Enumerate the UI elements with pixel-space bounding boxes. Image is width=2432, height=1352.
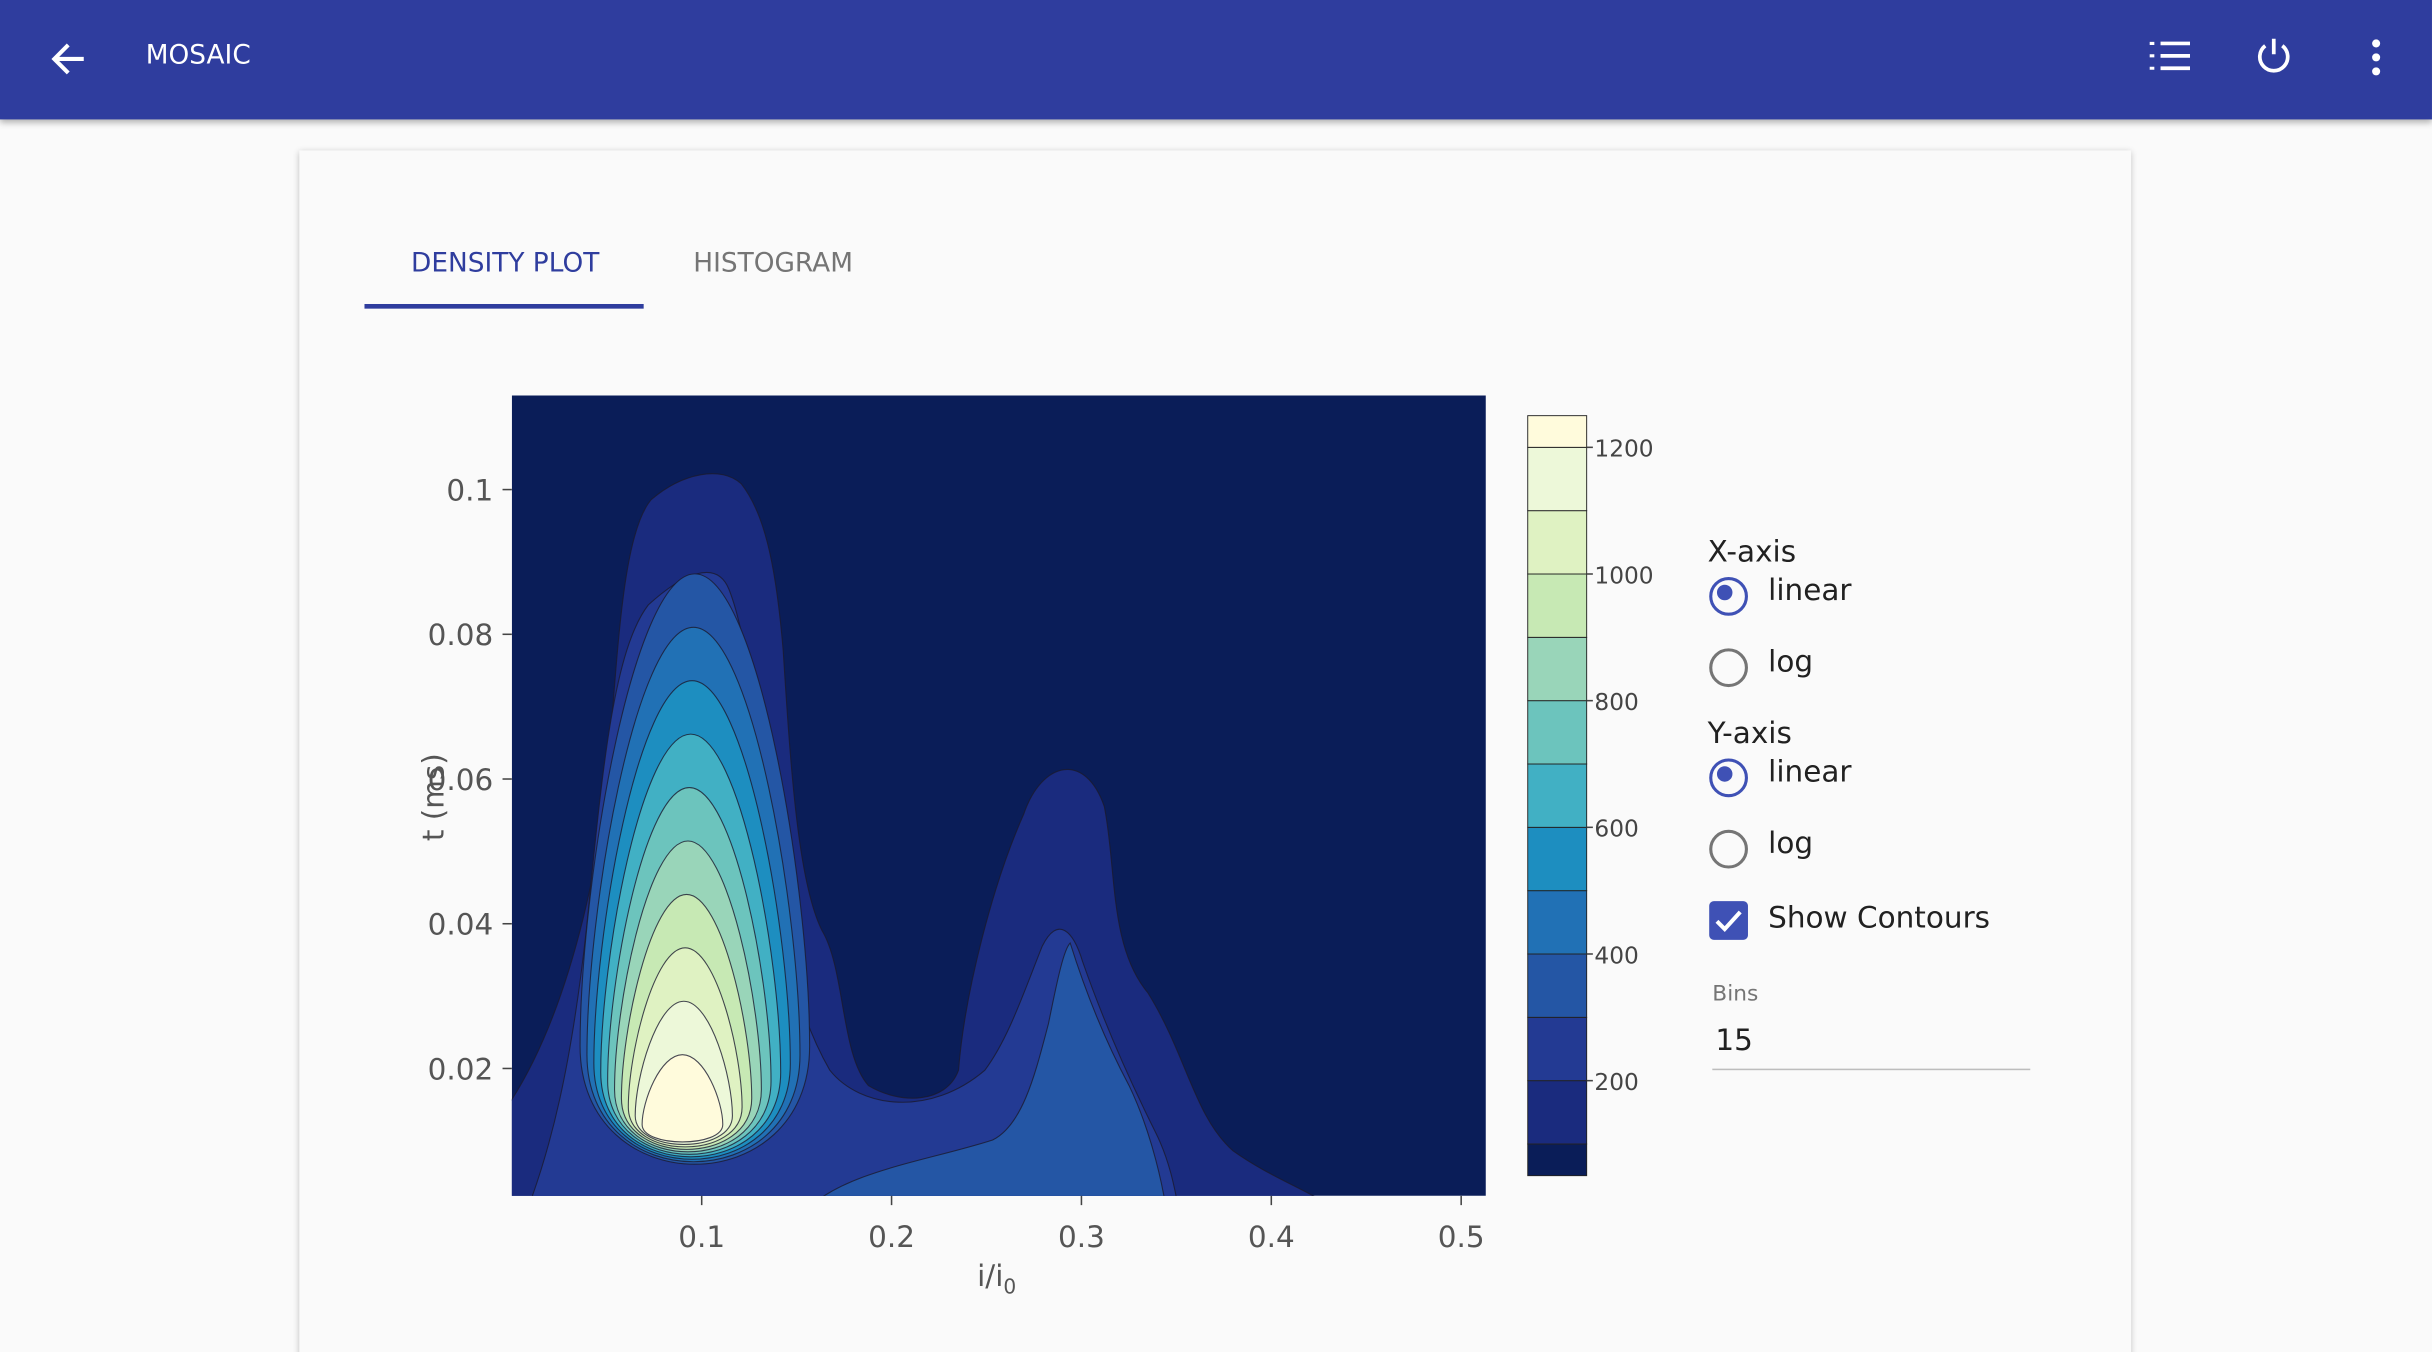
- more-icon[interactable]: [2364, 37, 2389, 77]
- colorbar-band: [1527, 700, 1588, 765]
- colorbar-band: [1527, 573, 1588, 638]
- tab[interactable]: HISTOGRAM: [693, 248, 853, 280]
- colorbar-tick-label: 1200: [1594, 436, 1653, 463]
- checkbox-label[interactable]: Show Contours: [1768, 901, 1991, 936]
- y-tick-label: 0.1: [446, 473, 493, 507]
- x-tick-label: 0.2: [868, 1220, 915, 1254]
- x-tick-label: 0.5: [1438, 1220, 1485, 1254]
- app-title: MOSAIC: [145, 40, 251, 72]
- radio[interactable]: [1709, 758, 1748, 798]
- group-label: Y-axis: [1707, 716, 1792, 751]
- colorbar-tick-label: 800: [1594, 689, 1638, 716]
- list-icon[interactable]: [2147, 37, 2194, 77]
- radio[interactable]: [1709, 576, 1748, 616]
- radio-label[interactable]: linear: [1768, 755, 1852, 790]
- contour-fill: [823, 941, 1165, 1196]
- colorbar-band: [1527, 1080, 1588, 1145]
- radio-label[interactable]: log: [1768, 826, 1814, 861]
- x-label-main: i/i: [977, 1259, 1003, 1293]
- colorbar-band: [1527, 510, 1588, 575]
- checkbox[interactable]: [1709, 901, 1748, 940]
- colorbar-tick-label: 400: [1594, 942, 1638, 969]
- radio[interactable]: [1709, 829, 1748, 869]
- y-tick-label: 0.02: [428, 1052, 494, 1086]
- colorbar-band: [1527, 1143, 1588, 1177]
- colorbar-tick-label: 1000: [1594, 562, 1653, 589]
- plot-area: [511, 395, 1486, 1196]
- contour-fill: [641, 1054, 724, 1143]
- radio-label[interactable]: log: [1768, 645, 1814, 680]
- colorbar-band: [1527, 1016, 1588, 1082]
- bins-label: Bins: [1712, 981, 1759, 1007]
- y-tick-label: 0.04: [428, 908, 494, 942]
- x-tick-label: 0.4: [1248, 1220, 1295, 1254]
- colorbar-tick-label: 200: [1594, 1069, 1638, 1096]
- colorbar-band: [1527, 415, 1588, 448]
- back-button[interactable]: [47, 37, 90, 80]
- x-label-sub: 0: [1003, 1275, 1016, 1299]
- colorbar-tick-label: 600: [1594, 816, 1638, 843]
- power-icon[interactable]: [2252, 34, 2295, 77]
- colorbar-band: [1527, 890, 1588, 955]
- colorbar-band: [1527, 446, 1588, 512]
- y-tick-label: 0.08: [428, 618, 494, 652]
- tab-indicator: [364, 303, 644, 309]
- colorbar-band: [1527, 763, 1588, 828]
- bins-underline: [1712, 1068, 2031, 1071]
- x-tick-label: 0.1: [678, 1220, 725, 1254]
- colorbar-band: [1527, 636, 1588, 702]
- y-tick-label: 0.06: [428, 763, 494, 797]
- colorbar-band: [1527, 953, 1588, 1018]
- bins-input[interactable]: 15: [1715, 1023, 1753, 1058]
- app-bar: MOSAIC: [0, 0, 2432, 120]
- check-mark: [1715, 910, 1742, 932]
- radio-label[interactable]: linear: [1768, 573, 1852, 608]
- radio[interactable]: [1709, 648, 1748, 688]
- x-axis-label: i/i0: [977, 1259, 1016, 1299]
- colorbar-band: [1527, 826, 1588, 892]
- tab[interactable]: DENSITY PLOT: [411, 248, 600, 280]
- y-axis-label: t (ms): [417, 753, 451, 841]
- group-label: X-axis: [1707, 535, 1797, 570]
- x-tick-label: 0.3: [1058, 1220, 1105, 1254]
